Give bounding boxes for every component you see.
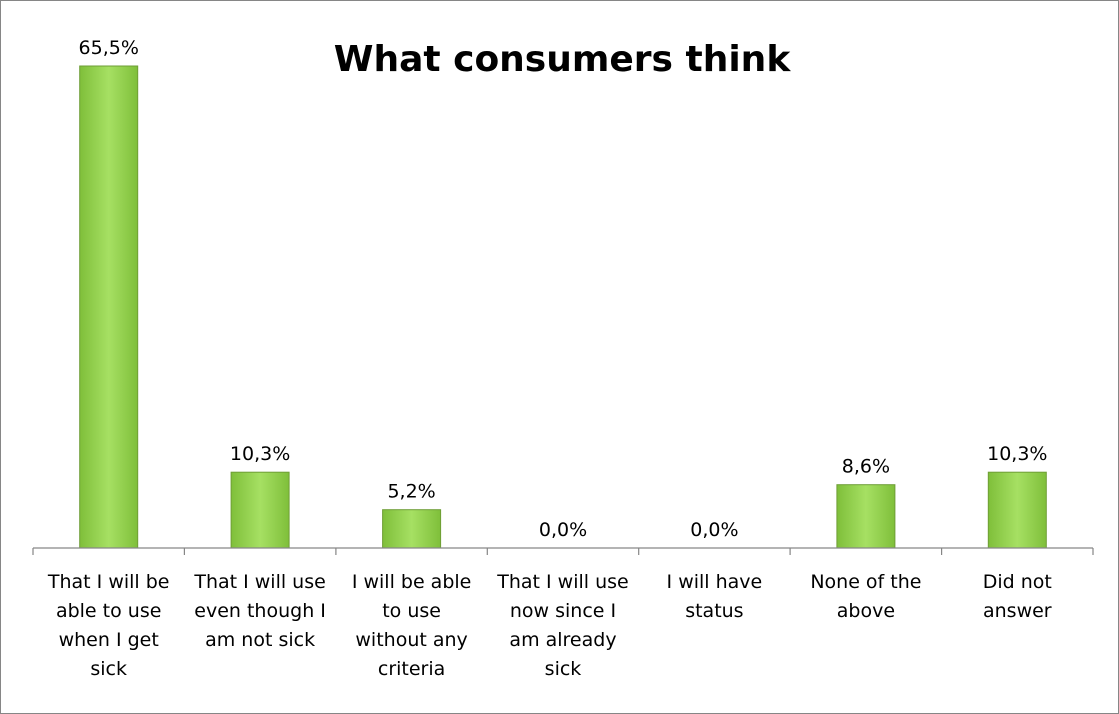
category-label-1: That I will be able to use when I get sick — [47, 571, 170, 680]
bar-3 — [382, 509, 442, 549]
chart-title: What consumers think — [334, 39, 792, 80]
data-label-2: 10,3% — [230, 443, 290, 465]
bar-6 — [836, 484, 896, 549]
bar-1 — [79, 65, 139, 549]
category-label-7: Did not answer — [983, 571, 1052, 622]
data-label-3: 5,2% — [387, 481, 435, 503]
category-label-3: I will be able to use without any criteria — [352, 571, 472, 680]
data-label-7: 10,3% — [987, 443, 1047, 465]
data-label-6: 8,6% — [842, 456, 890, 478]
bar-7 — [987, 471, 1047, 549]
data-label-5: 0,0% — [690, 519, 738, 541]
category-label-5: I will have status — [667, 571, 763, 622]
category-label-6: None of the above — [810, 571, 921, 622]
bar-2 — [230, 471, 290, 549]
data-label-4: 0,0% — [539, 519, 587, 541]
data-label-1: 65,5% — [79, 37, 139, 59]
